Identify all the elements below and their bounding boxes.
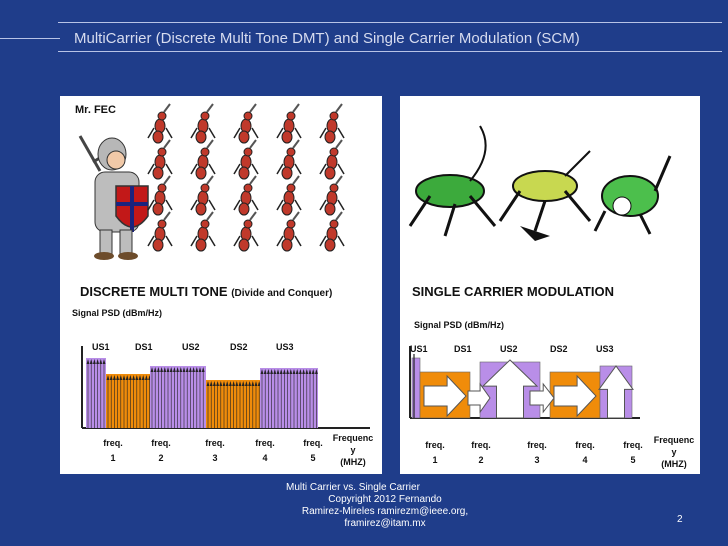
knight-icon <box>78 135 149 260</box>
footer-line-3: Ramirez-Mireles ramirezm@ieee.org, <box>301 506 469 517</box>
mr-fec-label: Mr. FEC <box>75 104 116 116</box>
ant-icon <box>233 139 259 180</box>
dmt-freq-label-3: freq. 3 <box>205 438 225 463</box>
dmt-band-2 <box>106 374 151 428</box>
dmt-band-5 <box>260 368 318 428</box>
dmt-xlabel-line-1: Frequenc <box>332 433 374 443</box>
dmt-heading: DISCRETE MULTI TONE (Divide and Conquer) <box>80 284 332 299</box>
scm-xlabel-line-3: (MHZ) <box>661 459 687 469</box>
title-frame <box>58 22 722 52</box>
ant-icon <box>233 103 259 144</box>
dmt-freq-label-5: freq. 5 <box>303 438 323 463</box>
slide-title: MultiCarrier (Discrete Multi Tone DMT) a… <box>74 30 580 47</box>
scm-panel: SINGLE CARRIER MODULATION Signal PSD (dB… <box>400 96 700 474</box>
ant-icon <box>319 103 345 144</box>
grasshoppers-illustration <box>408 125 672 241</box>
ant-army-icons <box>147 103 345 252</box>
footer-line-1: Multi Carrier vs. Single Carrier <box>286 482 420 493</box>
dmt-band-label-ds2: DS2 <box>230 342 248 352</box>
ant-icon <box>190 211 216 252</box>
knight-and-ants-illustration <box>78 103 345 260</box>
grasshopper-icon-1 <box>408 125 497 237</box>
scm-band-label-us2: US2 <box>500 344 518 354</box>
ant-icon <box>190 139 216 180</box>
grasshopper-icon-3 <box>593 155 672 235</box>
ant-icon <box>319 211 345 252</box>
scm-freq-label-5: freq. 5 <box>623 440 643 465</box>
scm-band-4 <box>549 371 601 419</box>
title-left-rule <box>0 38 60 39</box>
scm-band-label-ds1: DS1 <box>454 344 472 354</box>
ant-icon <box>233 211 259 252</box>
scm-signal-arrow-6 <box>529 382 555 414</box>
footer-line-4: framirez@itam.mx <box>344 518 426 529</box>
footer-text: Multi Carrier vs. Single Carrier Copyrig… <box>270 482 500 530</box>
scm-freq-label-4: freq. 4 <box>575 440 595 465</box>
ant-icon <box>147 139 173 180</box>
scm-xlabel-line-1: Frequenc <box>653 435 695 445</box>
scm-band-2 <box>419 371 471 419</box>
dmt-band-label-us2: US2 <box>182 342 200 352</box>
ant-icon <box>147 211 173 252</box>
scm-signal-arrow-3 <box>553 374 597 418</box>
dmt-freq-label-1: freq. 1 <box>103 438 123 463</box>
dmt-band-label-us3: US3 <box>276 342 294 352</box>
dmt-heading-text: DISCRETE MULTI TONE <box>80 284 228 299</box>
scm-xlabel-line-2: y <box>671 447 677 457</box>
ant-icon <box>276 103 302 144</box>
footer-line-2: Copyright 2012 Fernando <box>328 494 442 505</box>
dmt-xlabel-line-3: (MHZ) <box>340 457 366 467</box>
scm-band-label-ds2: DS2 <box>550 344 568 354</box>
dmt-band-label-us1: US1 <box>92 342 110 352</box>
scm-band-label-us1: US1 <box>410 344 428 354</box>
dmt-panel: Mr. FEC <box>60 96 382 474</box>
ant-icon <box>276 139 302 180</box>
scm-freq-label-3: freq. 3 <box>527 440 547 465</box>
dmt-band-label-ds1: DS1 <box>135 342 153 352</box>
dmt-band-1 <box>86 358 106 428</box>
dmt-band-3 <box>150 366 206 428</box>
scm-band-3 <box>479 361 541 419</box>
ant-icon <box>190 175 216 216</box>
grasshopper-icon-2 <box>498 150 592 241</box>
dmt-band-4 <box>206 380 261 428</box>
scm-band-label-us3: US3 <box>596 344 614 354</box>
dmt-freq-label-2: freq. 2 <box>151 438 171 463</box>
scm-band-5 <box>599 365 633 419</box>
page-number: 2 <box>677 514 683 525</box>
ant-icon <box>276 211 302 252</box>
scm-signal-arrow-5 <box>467 382 491 414</box>
scm-signal-arrow-4 <box>598 365 634 419</box>
dmt-freq-label-4: freq. 4 <box>255 438 275 463</box>
scm-xlabel: Frequenc y (MHZ) <box>648 434 700 470</box>
ant-icon <box>319 139 345 180</box>
dmt-xlabel-line-2: y <box>350 445 356 455</box>
ant-icon <box>147 103 173 144</box>
ant-icon <box>147 175 173 216</box>
scm-signal-arrow-1 <box>423 374 467 418</box>
scm-band-1 <box>411 357 421 419</box>
ant-icon <box>233 175 259 216</box>
scm-signal-arrow-2 <box>481 359 539 419</box>
dmt-heading-note: (Divide and Conquer) <box>231 288 333 299</box>
scm-freq-label-2: freq. 2 <box>471 440 491 465</box>
dmt-ylabel: Signal PSD (dBm/Hz) <box>72 308 163 318</box>
ant-icon <box>190 103 216 144</box>
ant-icon <box>319 175 345 216</box>
scm-heading: SINGLE CARRIER MODULATION <box>412 284 614 299</box>
scm-freq-label-1: freq. 1 <box>425 440 445 465</box>
ant-icon <box>276 175 302 216</box>
dmt-xlabel: Frequenc y (MHZ) <box>328 432 378 468</box>
scm-ylabel: Signal PSD (dBm/Hz) <box>414 320 505 330</box>
